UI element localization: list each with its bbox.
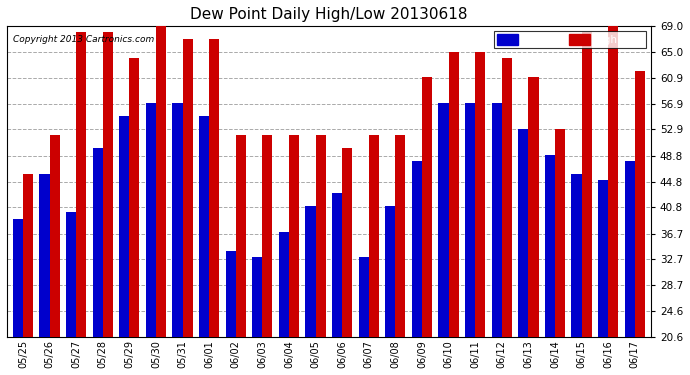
Bar: [448, 52, 459, 375]
Legend: Low  (°F), High  (°F): Low (°F), High (°F): [493, 31, 646, 48]
Bar: [76, 32, 86, 375]
Bar: [359, 257, 368, 375]
Bar: [119, 116, 129, 375]
Bar: [13, 219, 23, 375]
Bar: [545, 154, 555, 375]
Bar: [183, 39, 193, 375]
Bar: [608, 26, 618, 375]
Bar: [129, 58, 139, 375]
Bar: [368, 135, 379, 375]
Bar: [598, 180, 608, 375]
Bar: [529, 77, 538, 375]
Bar: [315, 135, 326, 375]
Bar: [156, 26, 166, 375]
Bar: [306, 206, 315, 375]
Bar: [209, 39, 219, 375]
Bar: [438, 103, 449, 375]
Bar: [502, 58, 512, 375]
Bar: [492, 103, 502, 375]
Bar: [146, 103, 156, 375]
Bar: [39, 174, 50, 375]
Text: Copyright 2013 Cartronics.com: Copyright 2013 Cartronics.com: [13, 35, 155, 44]
Bar: [582, 32, 592, 375]
Bar: [385, 206, 395, 375]
Bar: [50, 135, 59, 375]
Bar: [475, 52, 485, 375]
Bar: [289, 135, 299, 375]
Bar: [92, 148, 103, 375]
Bar: [199, 116, 209, 375]
Bar: [412, 161, 422, 375]
Bar: [465, 103, 475, 375]
Bar: [624, 161, 635, 375]
Bar: [236, 135, 246, 375]
Bar: [262, 135, 273, 375]
Bar: [342, 148, 353, 375]
Bar: [422, 77, 432, 375]
Bar: [23, 174, 33, 375]
Bar: [395, 135, 406, 375]
Bar: [518, 129, 529, 375]
Bar: [332, 193, 342, 375]
Bar: [555, 129, 565, 375]
Bar: [103, 32, 113, 375]
Bar: [635, 71, 645, 375]
Bar: [253, 257, 262, 375]
Bar: [571, 174, 582, 375]
Bar: [279, 232, 289, 375]
Bar: [66, 212, 76, 375]
Bar: [172, 103, 183, 375]
Bar: [226, 251, 236, 375]
Title: Dew Point Daily High/Low 20130618: Dew Point Daily High/Low 20130618: [190, 7, 468, 22]
